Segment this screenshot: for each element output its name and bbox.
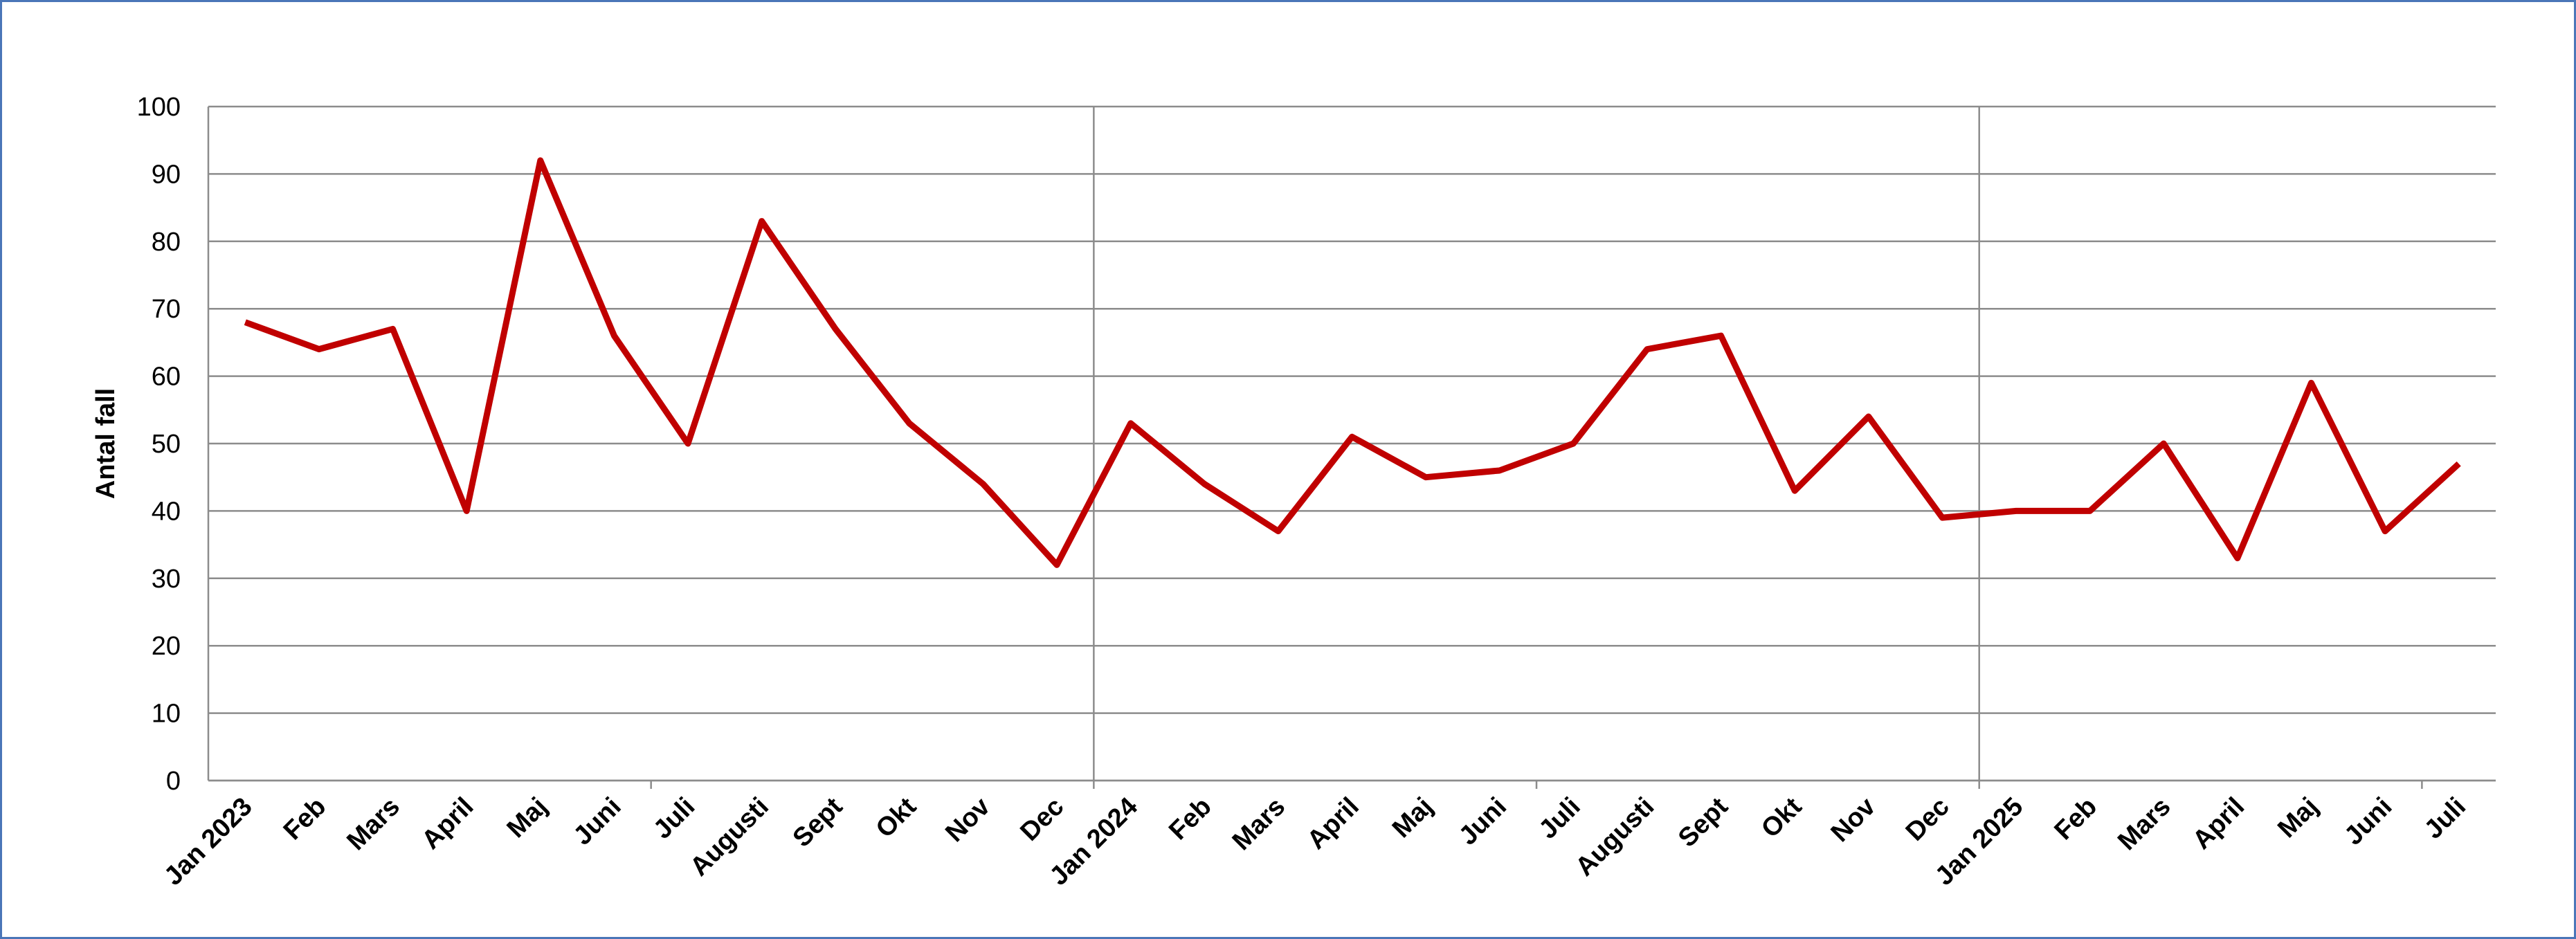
y-tick-label: 20	[152, 632, 181, 661]
y-axis-label: Antal fall	[91, 388, 120, 499]
data-line	[244, 157, 2461, 568]
y-tick-label: 40	[152, 497, 181, 526]
y-tick-label: 0	[166, 767, 181, 796]
y-tick-label: 30	[152, 565, 181, 594]
y-tick-label: 10	[152, 700, 181, 729]
y-tick-label: 50	[152, 430, 181, 459]
y-tick-label: 100	[137, 93, 181, 122]
y-tick-label: 90	[152, 160, 181, 189]
y-tick-label: 80	[152, 228, 181, 257]
y-tick-label: 60	[152, 363, 181, 392]
y-tick-label: 70	[152, 295, 181, 324]
